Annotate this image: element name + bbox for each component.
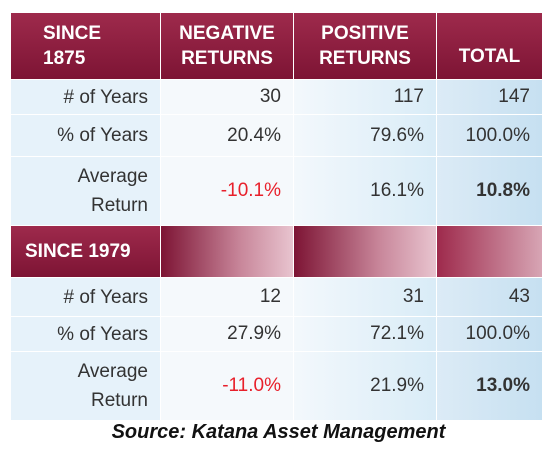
cell-negative: 27.9% <box>161 317 294 352</box>
returns-table: SINCE 1875 NEGATIVE RETURNS POSITIVE RETURN… <box>11 13 543 421</box>
cell-total: 147 <box>437 80 543 115</box>
section-band <box>161 226 294 278</box>
cell-negative: 30 <box>161 80 294 115</box>
row-label-years-percent: % of Years <box>11 115 161 157</box>
section-band <box>294 226 437 278</box>
section-title-since-1979: SINCE 1979 <box>11 226 161 278</box>
cell-total: 43 <box>437 278 543 317</box>
header-negative-returns: NEGATIVE RETURNS <box>161 13 294 80</box>
row-label-years-count: # of Years <box>11 278 161 317</box>
cell-positive: 117 <box>294 80 437 115</box>
cell-positive-average: 21.9% <box>294 352 437 421</box>
row-label-average-return: Average Return <box>11 157 161 226</box>
header-since-1875: SINCE 1875 <box>11 13 161 80</box>
header-positive-returns: POSITIVE RETURNS <box>294 13 437 80</box>
cell-positive: 72.1% <box>294 317 437 352</box>
row-label-years-count: # of Years <box>11 80 161 115</box>
section-band <box>437 226 543 278</box>
cell-total: 100.0% <box>437 317 543 352</box>
cell-total-average: 10.8% <box>437 157 543 226</box>
source-caption: Source: Katana Asset Management <box>111 421 446 443</box>
cell-total: 100.0% <box>437 115 543 157</box>
row-label-average-return: Average Return <box>11 352 161 421</box>
cell-negative-average: -10.1% <box>161 157 294 226</box>
cell-total-average: 13.0% <box>437 352 543 421</box>
header-total: TOTAL <box>437 13 543 80</box>
cell-negative: 12 <box>161 278 294 317</box>
cell-negative: 20.4% <box>161 115 294 157</box>
cell-positive: 79.6% <box>294 115 437 157</box>
cell-negative-average: -11.0% <box>161 352 294 421</box>
cell-positive-average: 16.1% <box>294 157 437 226</box>
cell-positive: 31 <box>294 278 437 317</box>
row-label-years-percent: % of Years <box>11 317 161 352</box>
